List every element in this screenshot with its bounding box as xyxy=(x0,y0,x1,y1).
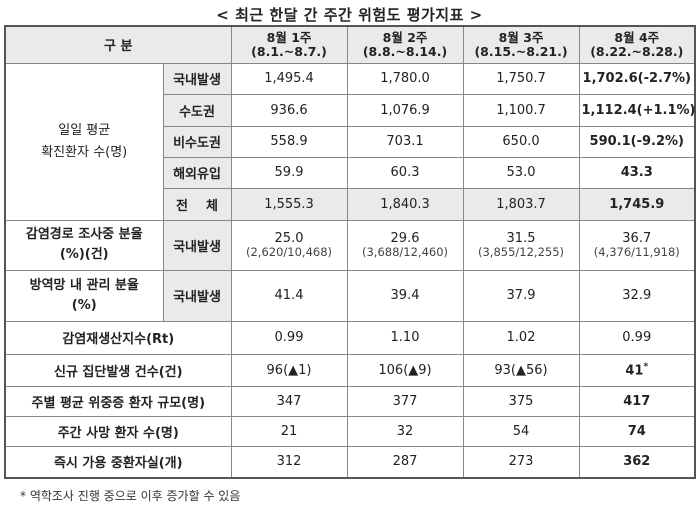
footnote-marker: * xyxy=(643,361,649,372)
row-sub-label: 해외유입 xyxy=(162,156,232,189)
rt-label: 감염재생산지수(Rt) xyxy=(4,320,232,355)
cell: 106(▲9) xyxy=(346,353,464,387)
cell: 59.9 xyxy=(230,156,348,189)
cell: 1,555.3 xyxy=(230,187,348,221)
investigation-label: 감염경로 조사중 분율 (%)(건) xyxy=(4,219,164,271)
table-row: 수도권 936.6 1,076.9 1,100.7 1,112.4(+1.1%) xyxy=(5,93,696,127)
row-sub-label: 국내발생 xyxy=(162,62,232,95)
cell-latest: 74 xyxy=(578,415,696,447)
cell: 1,495.4 xyxy=(230,62,348,95)
header-row: 구 분 8월 1주 (8.1.~8.7.) 8월 2주 (8.8.~8.14.) 8… xyxy=(4,25,696,64)
table-row: 방역망 내 관리 분율 (%) 국내발생 41.4 39.4 37.9 32.9 xyxy=(4,269,696,322)
table-title: < 최근 한달 간 주간 위험도 평가지표 > xyxy=(216,6,483,24)
cell: 60.3 xyxy=(346,156,464,189)
header-week-1: 8월 1주 (8.1.~8.7.) xyxy=(230,25,348,64)
header-category: 구 분 xyxy=(4,25,232,64)
cell: 377 xyxy=(346,385,464,417)
cell-latest: 1,702.6(-2.7%) xyxy=(578,62,696,95)
cell: 375 xyxy=(462,385,580,417)
cell-latest: 590.1(-9.2%) xyxy=(578,125,696,158)
header-week-4: 8월 4주 (8.22.~8.28.) xyxy=(578,25,696,64)
row-sub-label: 전 체 xyxy=(162,187,232,221)
cell: 650.0 xyxy=(462,125,580,158)
cell-latest: 41* xyxy=(578,353,696,387)
cell: 1.10 xyxy=(346,320,464,355)
table-row: 감염경로 조사중 분율 (%)(건) 국내발생 25.0 (2,620/10,468… xyxy=(4,219,696,271)
managed-label: 방역망 내 관리 분율 (%) xyxy=(4,269,164,322)
cell-latest: 362 xyxy=(578,445,696,479)
icu-label: 즉시 가용 중환자실(개) xyxy=(4,445,232,479)
table-row: 주별 평균 위중증 환자 규모(명) 347 377 375 417 xyxy=(4,385,696,417)
cell: 39.4 xyxy=(346,269,464,322)
cell: 37.9 xyxy=(462,269,580,322)
footnote: * 역학조사 진행 중으로 이후 증가할 수 있음 xyxy=(20,489,241,503)
cell-latest: 43.3 xyxy=(578,156,696,189)
cell: 1,076.9 xyxy=(346,93,464,127)
cell: 558.9 xyxy=(230,125,348,158)
cell: 936.6 xyxy=(230,93,348,127)
cell: 1.02 xyxy=(462,320,580,355)
table-row: 신규 집단발생 건수(건) 96(▲1) 106(▲9) 93(▲56) 41* xyxy=(4,353,696,387)
daily-avg-label: 일일 평균 확진환자 수(명) xyxy=(4,62,164,221)
cell: 29.6 (3,688/12,460) xyxy=(346,219,464,271)
cell: 1,840.3 xyxy=(346,187,464,221)
cell: 287 xyxy=(346,445,464,479)
cell-latest: 32.9 xyxy=(578,269,696,322)
cell-latest: 417 xyxy=(578,385,696,417)
cluster-label: 신규 집단발생 건수(건) xyxy=(4,353,232,387)
cell: 703.1 xyxy=(346,125,464,158)
cell: 21 xyxy=(230,415,348,447)
cell: 32 xyxy=(346,415,464,447)
cell: 1,100.7 xyxy=(462,93,580,127)
row-sub-label: 비수도권 xyxy=(162,125,232,158)
cell: 273 xyxy=(462,445,580,479)
row-sub-label: 국내발생 xyxy=(162,219,232,271)
cell-latest: 36.7 (4,376/11,918) xyxy=(578,219,696,271)
table-row: 일일 평균 확진환자 수(명) 국내발생 1,495.4 1,780.0 1,75… xyxy=(4,62,696,221)
severe-label: 주별 평균 위중증 환자 규모(명) xyxy=(4,385,232,417)
cell: 25.0 (2,620/10,468) xyxy=(230,219,348,271)
cell: 54 xyxy=(462,415,580,447)
cell: 31.5 (3,855/12,255) xyxy=(462,219,580,271)
row-sub-label: 국내발생 xyxy=(162,269,232,322)
table-row: 즉시 가용 중환자실(개) 312 287 273 362 xyxy=(4,445,696,479)
cell: 347 xyxy=(230,385,348,417)
header-week-2: 8월 2주 (8.8.~8.14.) xyxy=(346,25,464,64)
table-row: 주간 사망 환자 수(명) 21 32 54 74 xyxy=(4,415,696,447)
cell: 96(▲1) xyxy=(230,353,348,387)
cell-latest: 1,112.4(+1.1%) xyxy=(578,93,696,127)
cell: 1,750.7 xyxy=(462,62,580,95)
cell-latest: 0.99 xyxy=(578,320,696,355)
table-row: 감염재생산지수(Rt) 0.99 1.10 1.02 0.99 xyxy=(4,320,696,355)
cell: 53.0 xyxy=(462,156,580,189)
row-sub-label: 수도권 xyxy=(162,93,232,127)
cell: 41.4 xyxy=(230,269,348,322)
header-week-3: 8월 3주 (8.15.~8.21.) xyxy=(462,25,580,64)
cell: 0.99 xyxy=(230,320,348,355)
risk-assessment-table: 구 분 8월 1주 (8.1.~8.7.) 8월 2주 (8.8.~8.14.) 8… xyxy=(4,25,697,479)
cell: 1,780.0 xyxy=(346,62,464,95)
table-row: 해외유입 59.9 60.3 53.0 43.3 xyxy=(5,156,696,189)
deaths-label: 주간 사망 환자 수(명) xyxy=(4,415,232,447)
cell: 93(▲56) xyxy=(462,353,580,387)
cell: 312 xyxy=(230,445,348,479)
cell-latest: 1,745.9 xyxy=(578,187,696,221)
cell: 1,803.7 xyxy=(462,187,580,221)
